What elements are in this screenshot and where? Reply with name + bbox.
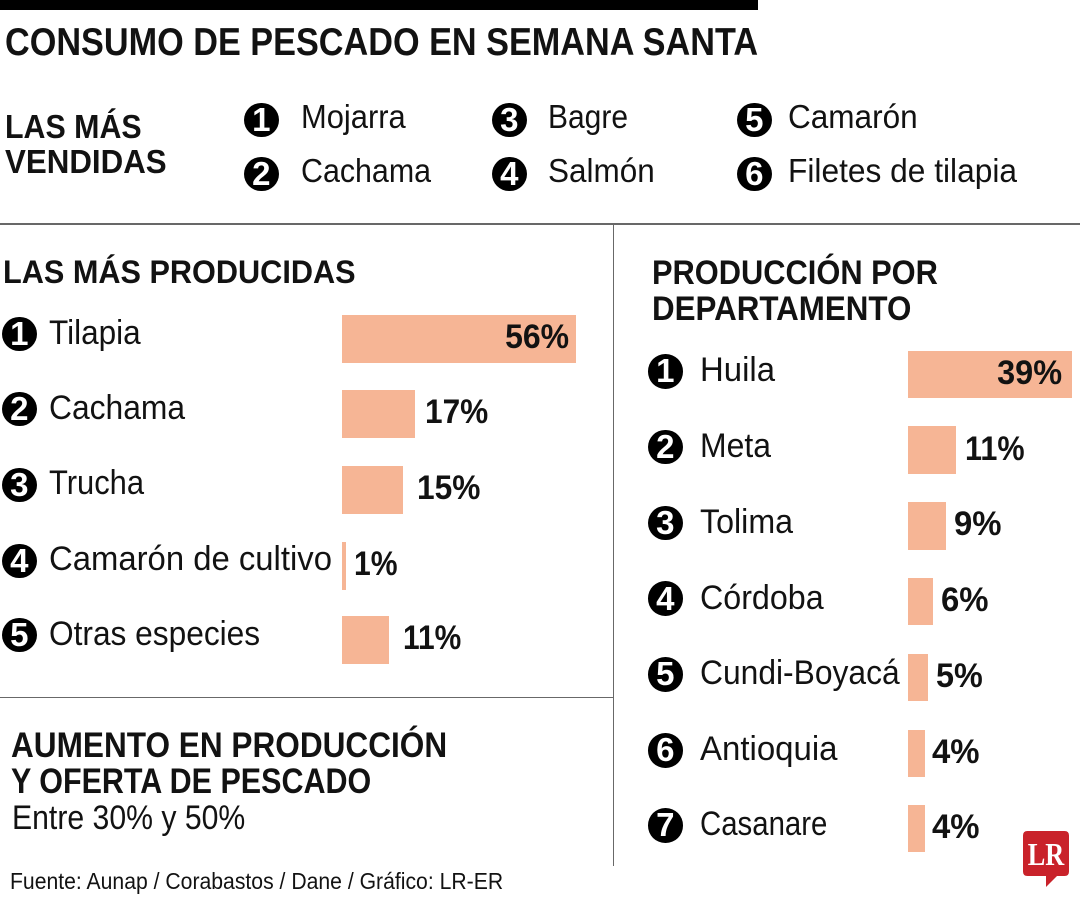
svg-text:LR: LR <box>1028 836 1065 872</box>
